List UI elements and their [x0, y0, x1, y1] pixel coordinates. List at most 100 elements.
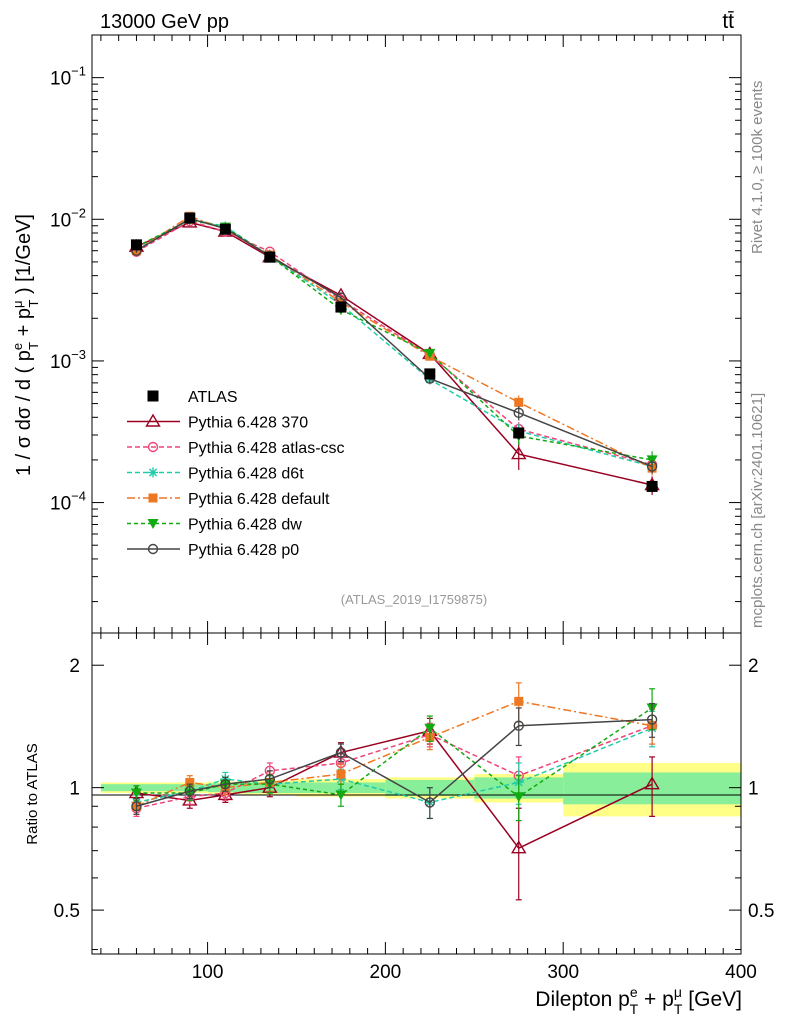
- legend-marker: [148, 467, 158, 478]
- x-label-sub-t2: T: [674, 1001, 683, 1017]
- x-tick-label: 100: [192, 962, 224, 983]
- ratio-x-axis: 100 200 300 400: [100, 633, 757, 983]
- x-tick-label: 300: [547, 962, 579, 983]
- x-label-plus: + p: [638, 988, 674, 1011]
- ratio-series-point: [335, 790, 347, 801]
- main-y-tick-label: 10−4: [50, 489, 86, 515]
- main-y-tick-label: 10−2: [50, 205, 86, 231]
- x-label-sup-mu: μ: [674, 984, 682, 1000]
- main-series-point: [646, 461, 658, 472]
- source-label: mcplots.cern.ch [arXiv:2401.10621]: [749, 393, 766, 628]
- ratio-y-tick-label-right: 0.5: [748, 901, 774, 922]
- x-tick-label: 400: [725, 962, 757, 983]
- main-y-tick-exp: −3: [71, 347, 86, 362]
- legend-marker: [147, 441, 159, 453]
- main-panel: 10−110−210−310−4 (ATLAS_2019_I1759875) A…: [50, 34, 742, 634]
- main-y-tick-base: 10: [50, 494, 71, 515]
- ratio-y-tick-label-right: 2: [748, 656, 759, 677]
- ratio-series-point: [424, 797, 436, 808]
- main-series-point: [511, 446, 527, 460]
- rivet-label: Rivet 4.1.0, ≥ 100k events: [749, 81, 766, 254]
- x-label-tail: [GeV]: [682, 988, 742, 1011]
- x-tick-label: 200: [370, 962, 402, 983]
- legend-atlas-label: ATLAS: [188, 389, 238, 406]
- legend-label: Pythia 6.428 dw: [188, 517, 302, 534]
- ratio-series-line: [136, 700, 653, 807]
- main-y-tick-exp: −2: [71, 205, 86, 220]
- ratio-y-tick-label: 0.5: [54, 901, 80, 922]
- ratio-series-line: [136, 718, 653, 807]
- ratio-y-label: Ratio to ATLAS: [24, 743, 41, 844]
- ratio-series-point: [513, 720, 524, 731]
- main-y-label-sub-t1: T: [26, 342, 41, 350]
- main-y-tick-base: 10: [50, 210, 71, 231]
- main-y-label-plus: + p: [13, 308, 35, 342]
- main-y-tick-exp: −1: [71, 64, 86, 79]
- main-y-tick-exp: −4: [71, 489, 86, 504]
- ratio-panel: 2 2 1 1 0.5 0.5 100 200 300 400: [54, 632, 774, 983]
- ratio-series-point: [335, 747, 347, 758]
- ratio-series-point: [185, 777, 195, 787]
- ratio-series-point: [646, 714, 658, 725]
- main-y-tick-label: 10−3: [50, 347, 86, 373]
- main-y-tick-base: 10: [50, 352, 71, 373]
- ratio-series-point: [336, 769, 346, 779]
- x-axis-label: Dilepton pe T + pμ T [GeV]: [535, 984, 742, 1017]
- atlas-point: [219, 223, 231, 235]
- main-series-line: [136, 217, 653, 468]
- main-x-ticks: [100, 35, 742, 633]
- ratio-y-tick-label: 2: [69, 656, 80, 677]
- main-y-label-sup-e: e: [10, 343, 25, 350]
- legend-label: Pythia 6.428 370: [188, 415, 308, 432]
- ratio-series-point: [511, 840, 527, 854]
- ratio-series-point: [184, 786, 195, 797]
- legend: ATLAS Pythia 6.428 370 Pythia 6.428 atlas-…: [127, 389, 345, 559]
- x-label-text: Dilepton p: [535, 988, 630, 1011]
- atlas-point: [424, 368, 436, 380]
- ratio-series-point: [131, 801, 142, 812]
- atlas-point: [184, 212, 196, 224]
- main-y-tick-base: 10: [50, 69, 71, 90]
- main-series-line: [136, 215, 653, 469]
- analysis-watermark: (ATLAS_2019_I1759875): [341, 592, 487, 607]
- ratio-y-axis: 2 2 1 1 0.5 0.5: [54, 656, 774, 951]
- main-y-axis: 10−110−210−310−4: [50, 34, 741, 603]
- main-series-point: [514, 397, 524, 407]
- atlas-point: [264, 251, 276, 263]
- legend-marker: [148, 493, 158, 503]
- main-y-tick-label: 10−1: [50, 64, 86, 90]
- main-series-point: [513, 407, 524, 419]
- legend-label: Pythia 6.428 default: [188, 491, 330, 508]
- atlas-point: [335, 301, 347, 313]
- process-label: tt̄: [722, 10, 734, 33]
- legend-marker: [145, 413, 161, 427]
- legend-marker: [147, 519, 159, 529]
- ratio-series-point: [644, 776, 660, 790]
- ratio-y-tick-label: 1: [69, 779, 80, 800]
- main-y-label-text: 1 / σ dσ / d ( p: [13, 350, 35, 476]
- main-series: [128, 211, 660, 496]
- main-series-point: [424, 348, 436, 359]
- legend-atlas-marker: [147, 390, 159, 402]
- ratio-series: [128, 682, 660, 901]
- main-y-label-tail: ) [1/GeV]: [13, 214, 35, 300]
- ratio-series-point: [513, 792, 525, 803]
- legend-label: Pythia 6.428 p0: [188, 542, 299, 559]
- ratio-frame: [91, 632, 742, 955]
- ratio-series-line: [136, 727, 653, 804]
- legend-marker: [147, 543, 159, 555]
- ratio-series-point: [514, 696, 524, 706]
- legend-label: Pythia 6.428 atlas-csc: [188, 440, 345, 457]
- ratio-y-tick-label-right: 1: [748, 779, 759, 800]
- legend-label: Pythia 6.428 d6t: [188, 466, 304, 483]
- main-y-label-sub-t2: T: [26, 300, 41, 308]
- ratio-series-point: [220, 778, 231, 790]
- ratio-series-point: [264, 773, 276, 785]
- ratio-series-point: [424, 723, 436, 734]
- ratio-series-point: [130, 788, 142, 799]
- atlas-point: [130, 239, 142, 251]
- main-y-label-sup-mu: μ: [10, 301, 25, 309]
- atlas-point: [513, 427, 525, 439]
- ratio-series-line: [136, 707, 653, 798]
